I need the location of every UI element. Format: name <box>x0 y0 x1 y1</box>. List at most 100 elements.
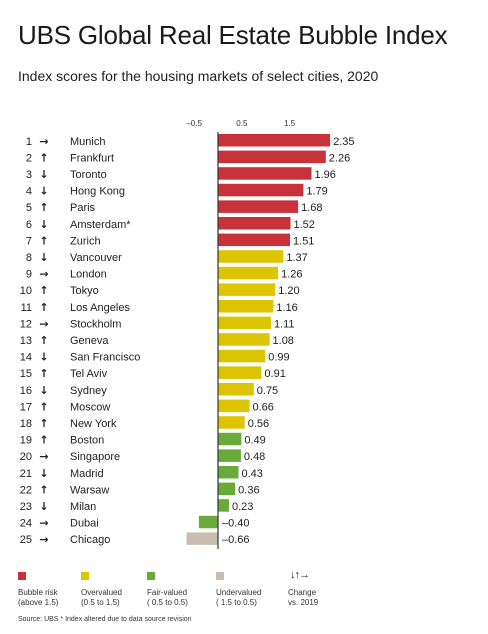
rank-label: 2 <box>26 152 32 164</box>
city-label: Los Angeles <box>70 302 130 314</box>
city-label: Madrid <box>70 468 104 480</box>
value-label: 1.20 <box>278 285 299 297</box>
rank-label: 1 <box>26 136 32 148</box>
city-label: Chicago <box>70 534 110 546</box>
arrow-up-icon: ↑ <box>39 301 48 314</box>
rank-label: 20 <box>20 451 32 463</box>
city-label: Moscow <box>70 401 110 413</box>
arrow-up-icon: ↑ <box>39 434 48 447</box>
rank-label: 11 <box>21 302 32 314</box>
rank-label: 10 <box>20 285 32 297</box>
city-label: Stockholm <box>70 318 121 330</box>
bar <box>218 217 291 230</box>
x-tick-label: 1.5 <box>284 119 296 128</box>
x-tick-label: 0.5 <box>236 119 248 128</box>
rank-label: 7 <box>26 235 32 247</box>
rank-label: 21 <box>20 468 32 480</box>
rank-label: 25 <box>20 534 32 546</box>
x-tick-label: –0.5 <box>186 119 202 128</box>
bar <box>218 150 326 164</box>
value-label: 0.75 <box>257 385 278 397</box>
value-label: 1.96 <box>314 169 335 181</box>
bar <box>218 399 250 413</box>
bar <box>218 349 266 363</box>
city-label: Frankfurt <box>70 152 114 164</box>
city-label: Dubai <box>70 518 99 530</box>
arrow-up-icon: ↑ <box>39 284 48 297</box>
city-label: Zurich <box>70 235 101 247</box>
arrow-right-icon: → <box>39 317 48 330</box>
value-label: 2.35 <box>333 136 354 148</box>
rank-label: 15 <box>20 368 32 380</box>
bar <box>186 532 218 545</box>
city-label: Hong Kong <box>70 186 125 198</box>
arrow-down-icon: ↓ <box>39 251 48 264</box>
bar <box>218 499 229 512</box>
bar <box>218 134 331 147</box>
value-label: 1.08 <box>273 335 294 347</box>
rank-label: 19 <box>20 435 32 447</box>
arrow-up-icon: ↑ <box>39 417 48 430</box>
rank-label: 9 <box>26 269 32 281</box>
value-label: 0.49 <box>244 435 265 447</box>
city-label: Tokyo <box>70 285 99 297</box>
bar <box>198 515 218 529</box>
arrow-down-icon: ↓ <box>39 351 48 364</box>
city-label: Vancouver <box>70 252 122 264</box>
city-label: London <box>70 269 107 281</box>
bar <box>218 482 236 496</box>
rank-label: 13 <box>20 335 32 347</box>
chart-subtitle: Index scores for the housing markets of … <box>18 68 379 84</box>
bar <box>218 167 312 180</box>
bar <box>218 266 279 280</box>
value-label: 0.36 <box>238 484 259 496</box>
rank-label: 23 <box>20 501 32 513</box>
arrow-up-icon: ↑ <box>39 334 48 347</box>
bar <box>218 333 270 346</box>
value-label: 0.91 <box>264 368 285 380</box>
bar <box>218 283 276 296</box>
rank-label: 3 <box>26 169 32 181</box>
rank-label: 22 <box>20 484 32 496</box>
bar <box>218 383 254 396</box>
value-label: 1.26 <box>281 269 302 281</box>
city-label: Boston <box>70 435 104 447</box>
rank-label: 17 <box>20 401 32 413</box>
value-label: 1.79 <box>306 186 327 198</box>
arrow-right-icon: → <box>39 533 48 546</box>
arrow-right-icon: → <box>39 135 48 148</box>
bar <box>218 466 239 479</box>
city-label: Geneva <box>70 335 109 347</box>
bar <box>218 366 262 379</box>
rank-label: 24 <box>20 518 32 530</box>
value-label: 1.68 <box>301 202 322 214</box>
value-label: 1.51 <box>293 235 314 247</box>
arrow-right-icon: → <box>39 517 48 530</box>
city-label: Milan <box>70 501 96 513</box>
arrow-down-icon: ↓ <box>39 384 48 397</box>
bar <box>218 300 274 313</box>
city-label: Amsterdam* <box>70 219 131 231</box>
arrow-down-icon: ↓ <box>39 218 48 231</box>
arrow-down-icon: ↓ <box>39 467 48 480</box>
value-label: 1.37 <box>286 252 307 264</box>
bar <box>218 200 299 213</box>
bar <box>218 449 241 462</box>
rank-label: 14 <box>20 352 32 364</box>
source-note: Source: UBS * Index altered due to data … <box>18 616 192 623</box>
arrow-up-icon: ↑ <box>39 483 48 496</box>
city-label: New York <box>70 418 117 430</box>
value-label: –0.66 <box>222 534 250 546</box>
value-label: 0.56 <box>248 418 269 430</box>
arrow-up-icon: ↑ <box>39 201 48 214</box>
rank-label: 12 <box>20 318 32 330</box>
bar <box>218 233 291 247</box>
arrow-up-icon: ↑ <box>39 234 48 247</box>
value-label: 2.26 <box>329 152 350 164</box>
arrow-up-icon: ↑ <box>39 367 48 380</box>
value-label: 1.11 <box>274 318 295 330</box>
rank-label: 4 <box>26 186 32 198</box>
city-label: Tel Aviv <box>70 368 108 380</box>
city-label: Toronto <box>70 169 107 181</box>
